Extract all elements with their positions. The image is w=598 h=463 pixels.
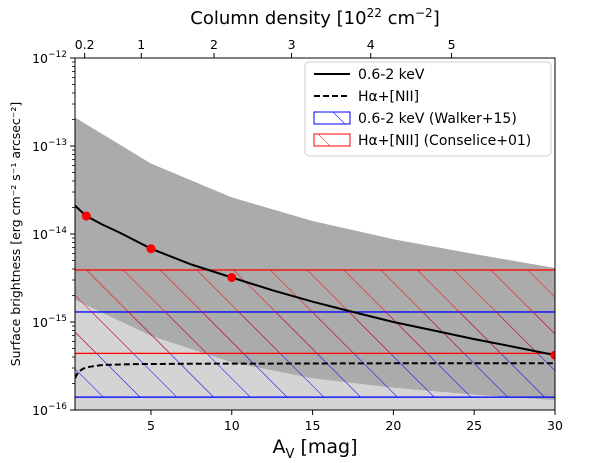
x-tick-label: 20: [385, 418, 401, 433]
x-axis-ticks: 5 10 15 20 25 30: [147, 410, 563, 433]
top-tick-label: 1: [137, 37, 145, 52]
legend-swatch-blue-hatch: [313, 111, 351, 125]
series-line-0-6-2-kev: [75, 204, 555, 357]
x-tick-label: 30: [547, 418, 563, 433]
top-axis-label: Column density [1022 cm−2]: [190, 6, 439, 29]
y-axis-label: Surface brightness [erg cm⁻² s⁻¹ arcsec⁻…: [8, 102, 23, 367]
data-point: [227, 273, 237, 283]
legend-entry-3: Hα+[NII] (Conselice+01): [358, 133, 531, 149]
y-tick-label: 10−15: [32, 314, 67, 330]
top-tick-label: 4: [367, 37, 375, 52]
legend-entry-1: Hα+[NII]: [358, 89, 419, 105]
legend-box: [304, 61, 552, 157]
y-tick-label: 10−12: [32, 50, 67, 66]
x-axis-label: AV [mag]: [273, 436, 358, 462]
top-tick-label: 0.2: [75, 37, 95, 52]
x-tick-label: 5: [147, 418, 155, 433]
top-tick-label: 2: [210, 37, 218, 52]
x-tick-label: 15: [305, 418, 321, 433]
x-tick-label: 10: [224, 418, 240, 433]
legend-entry-2: 0.6-2 keV (Walker+15): [358, 111, 517, 127]
y-tick-label: 10−14: [32, 226, 67, 242]
y-tick-label: 10−16: [32, 402, 67, 418]
series-line-halpha-nii: [75, 362, 555, 379]
legend-entry-0: 0.6-2 keV: [358, 67, 425, 83]
y-axis-ticks: 10−16 10−15 10−14 10−13 10−12: [32, 50, 75, 418]
legend: 0.6-2 keV Hα+[NII] 0.6-2 keV (Walker+15)…: [304, 61, 552, 157]
top-tick-label: 3: [288, 37, 296, 52]
data-point: [550, 350, 555, 360]
top-axis-ticks: 0.2 1 2 3 4 5: [75, 37, 456, 58]
y-tick-label: 10−13: [32, 138, 67, 154]
legend-swatch-red-hatch: [313, 133, 351, 147]
data-points: [81, 211, 555, 360]
data-point: [81, 211, 91, 221]
top-tick-label: 5: [448, 37, 456, 52]
data-point: [146, 244, 156, 254]
x-tick-label: 25: [466, 418, 482, 433]
